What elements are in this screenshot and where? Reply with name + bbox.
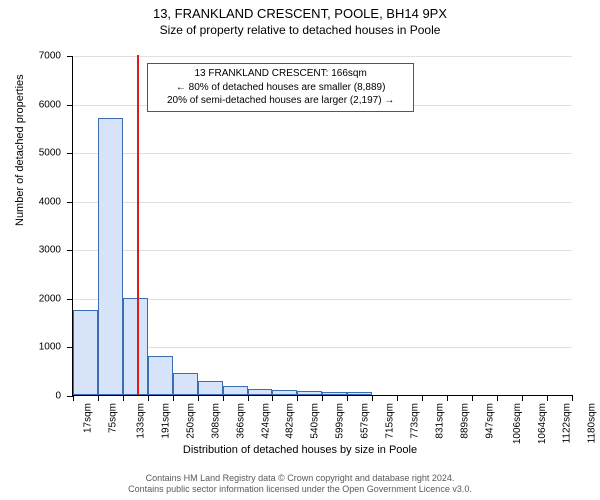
histogram-bar: [123, 298, 148, 395]
y-tick-label: 2000: [39, 293, 73, 304]
x-tick-mark: [397, 395, 398, 401]
x-tick-label: 1006sqm: [512, 403, 523, 444]
x-tick-mark: [522, 395, 523, 401]
x-tick-mark: [422, 395, 423, 401]
x-tick-label: 889sqm: [459, 403, 470, 439]
x-tick-mark: [472, 395, 473, 401]
x-tick-label: 831sqm: [434, 403, 445, 439]
grid-line: [73, 202, 572, 203]
annotation-line: ← 80% of detached houses are smaller (8,…: [154, 81, 407, 95]
histogram-bar: [297, 391, 322, 395]
y-tick-label: 6000: [39, 99, 73, 110]
x-tick-label: 599sqm: [335, 403, 346, 439]
chart-subtitle: Size of property relative to detached ho…: [0, 21, 600, 37]
histogram-bar: [322, 392, 347, 395]
y-tick-label: 4000: [39, 196, 73, 207]
x-tick-label: 715sqm: [385, 403, 396, 439]
x-tick-mark: [372, 395, 373, 401]
grid-line: [73, 153, 572, 154]
x-tick-label: 366sqm: [235, 403, 246, 439]
x-tick-mark: [148, 395, 149, 401]
chart-container: 13, FRANKLAND CRESCENT, POOLE, BH14 9PX …: [0, 0, 600, 500]
histogram-bar: [198, 381, 223, 395]
grid-line: [73, 347, 572, 348]
grid-line: [73, 56, 572, 57]
x-tick-mark: [347, 395, 348, 401]
x-tick-mark: [198, 395, 199, 401]
x-tick-mark: [73, 395, 74, 401]
y-tick-label: 5000: [39, 148, 73, 159]
chart-footer: Contains HM Land Registry data © Crown c…: [0, 473, 600, 500]
x-tick-mark: [248, 395, 249, 401]
histogram-bar: [148, 356, 173, 395]
x-tick-label: 133sqm: [135, 403, 146, 439]
x-tick-mark: [322, 395, 323, 401]
footer-line-2: Contains public sector information licen…: [0, 484, 600, 496]
grid-line: [73, 299, 572, 300]
x-tick-label: 540sqm: [310, 403, 321, 439]
grid-line: [73, 250, 572, 251]
x-tick-label: 424sqm: [260, 403, 271, 439]
histogram-bar: [223, 386, 248, 395]
x-tick-label: 1122sqm: [561, 403, 572, 443]
x-tick-label: 482sqm: [285, 403, 296, 439]
x-tick-label: 17sqm: [83, 403, 94, 433]
footer-line-1: Contains HM Land Registry data © Crown c…: [0, 473, 600, 485]
histogram-bar: [73, 310, 98, 395]
x-tick-mark: [497, 395, 498, 401]
x-tick-mark: [447, 395, 448, 401]
x-tick-label: 773sqm: [409, 403, 420, 439]
chart-title: 13, FRANKLAND CRESCENT, POOLE, BH14 9PX: [0, 0, 600, 21]
x-tick-mark: [173, 395, 174, 401]
x-tick-mark: [272, 395, 273, 401]
histogram-bar: [272, 390, 297, 395]
y-tick-label: 3000: [39, 245, 73, 256]
histogram-bar: [248, 389, 273, 395]
y-axis-label: Number of detached properties: [14, 74, 26, 226]
x-axis-label: Distribution of detached houses by size …: [0, 444, 600, 456]
x-tick-mark: [98, 395, 99, 401]
x-tick-mark: [223, 395, 224, 401]
x-tick-label: 1064sqm: [537, 403, 548, 444]
x-tick-label: 1180sqm: [586, 403, 597, 443]
x-tick-mark: [123, 395, 124, 401]
histogram-bar: [173, 373, 198, 395]
x-tick-label: 191sqm: [160, 403, 171, 439]
x-tick-label: 657sqm: [360, 403, 371, 439]
x-tick-mark: [572, 395, 573, 401]
x-tick-mark: [547, 395, 548, 401]
x-tick-label: 75sqm: [107, 403, 118, 433]
annotation-line: 20% of semi-detached houses are larger (…: [154, 94, 407, 108]
y-tick-label: 7000: [39, 51, 73, 62]
x-tick-label: 947sqm: [484, 403, 495, 439]
annotation-box: 13 FRANKLAND CRESCENT: 166sqm← 80% of de…: [147, 63, 414, 112]
plot-area: 0100020003000400050006000700013 FRANKLAN…: [72, 56, 572, 396]
annotation-line: 13 FRANKLAND CRESCENT: 166sqm: [154, 67, 407, 81]
property-marker-line: [137, 55, 139, 395]
x-tick-label: 308sqm: [210, 403, 221, 439]
x-tick-label: 250sqm: [185, 403, 196, 439]
histogram-bar: [98, 118, 123, 395]
y-tick-label: 1000: [39, 342, 73, 353]
histogram-bar: [347, 392, 372, 395]
y-tick-label: 0: [55, 391, 73, 402]
x-tick-mark: [297, 395, 298, 401]
